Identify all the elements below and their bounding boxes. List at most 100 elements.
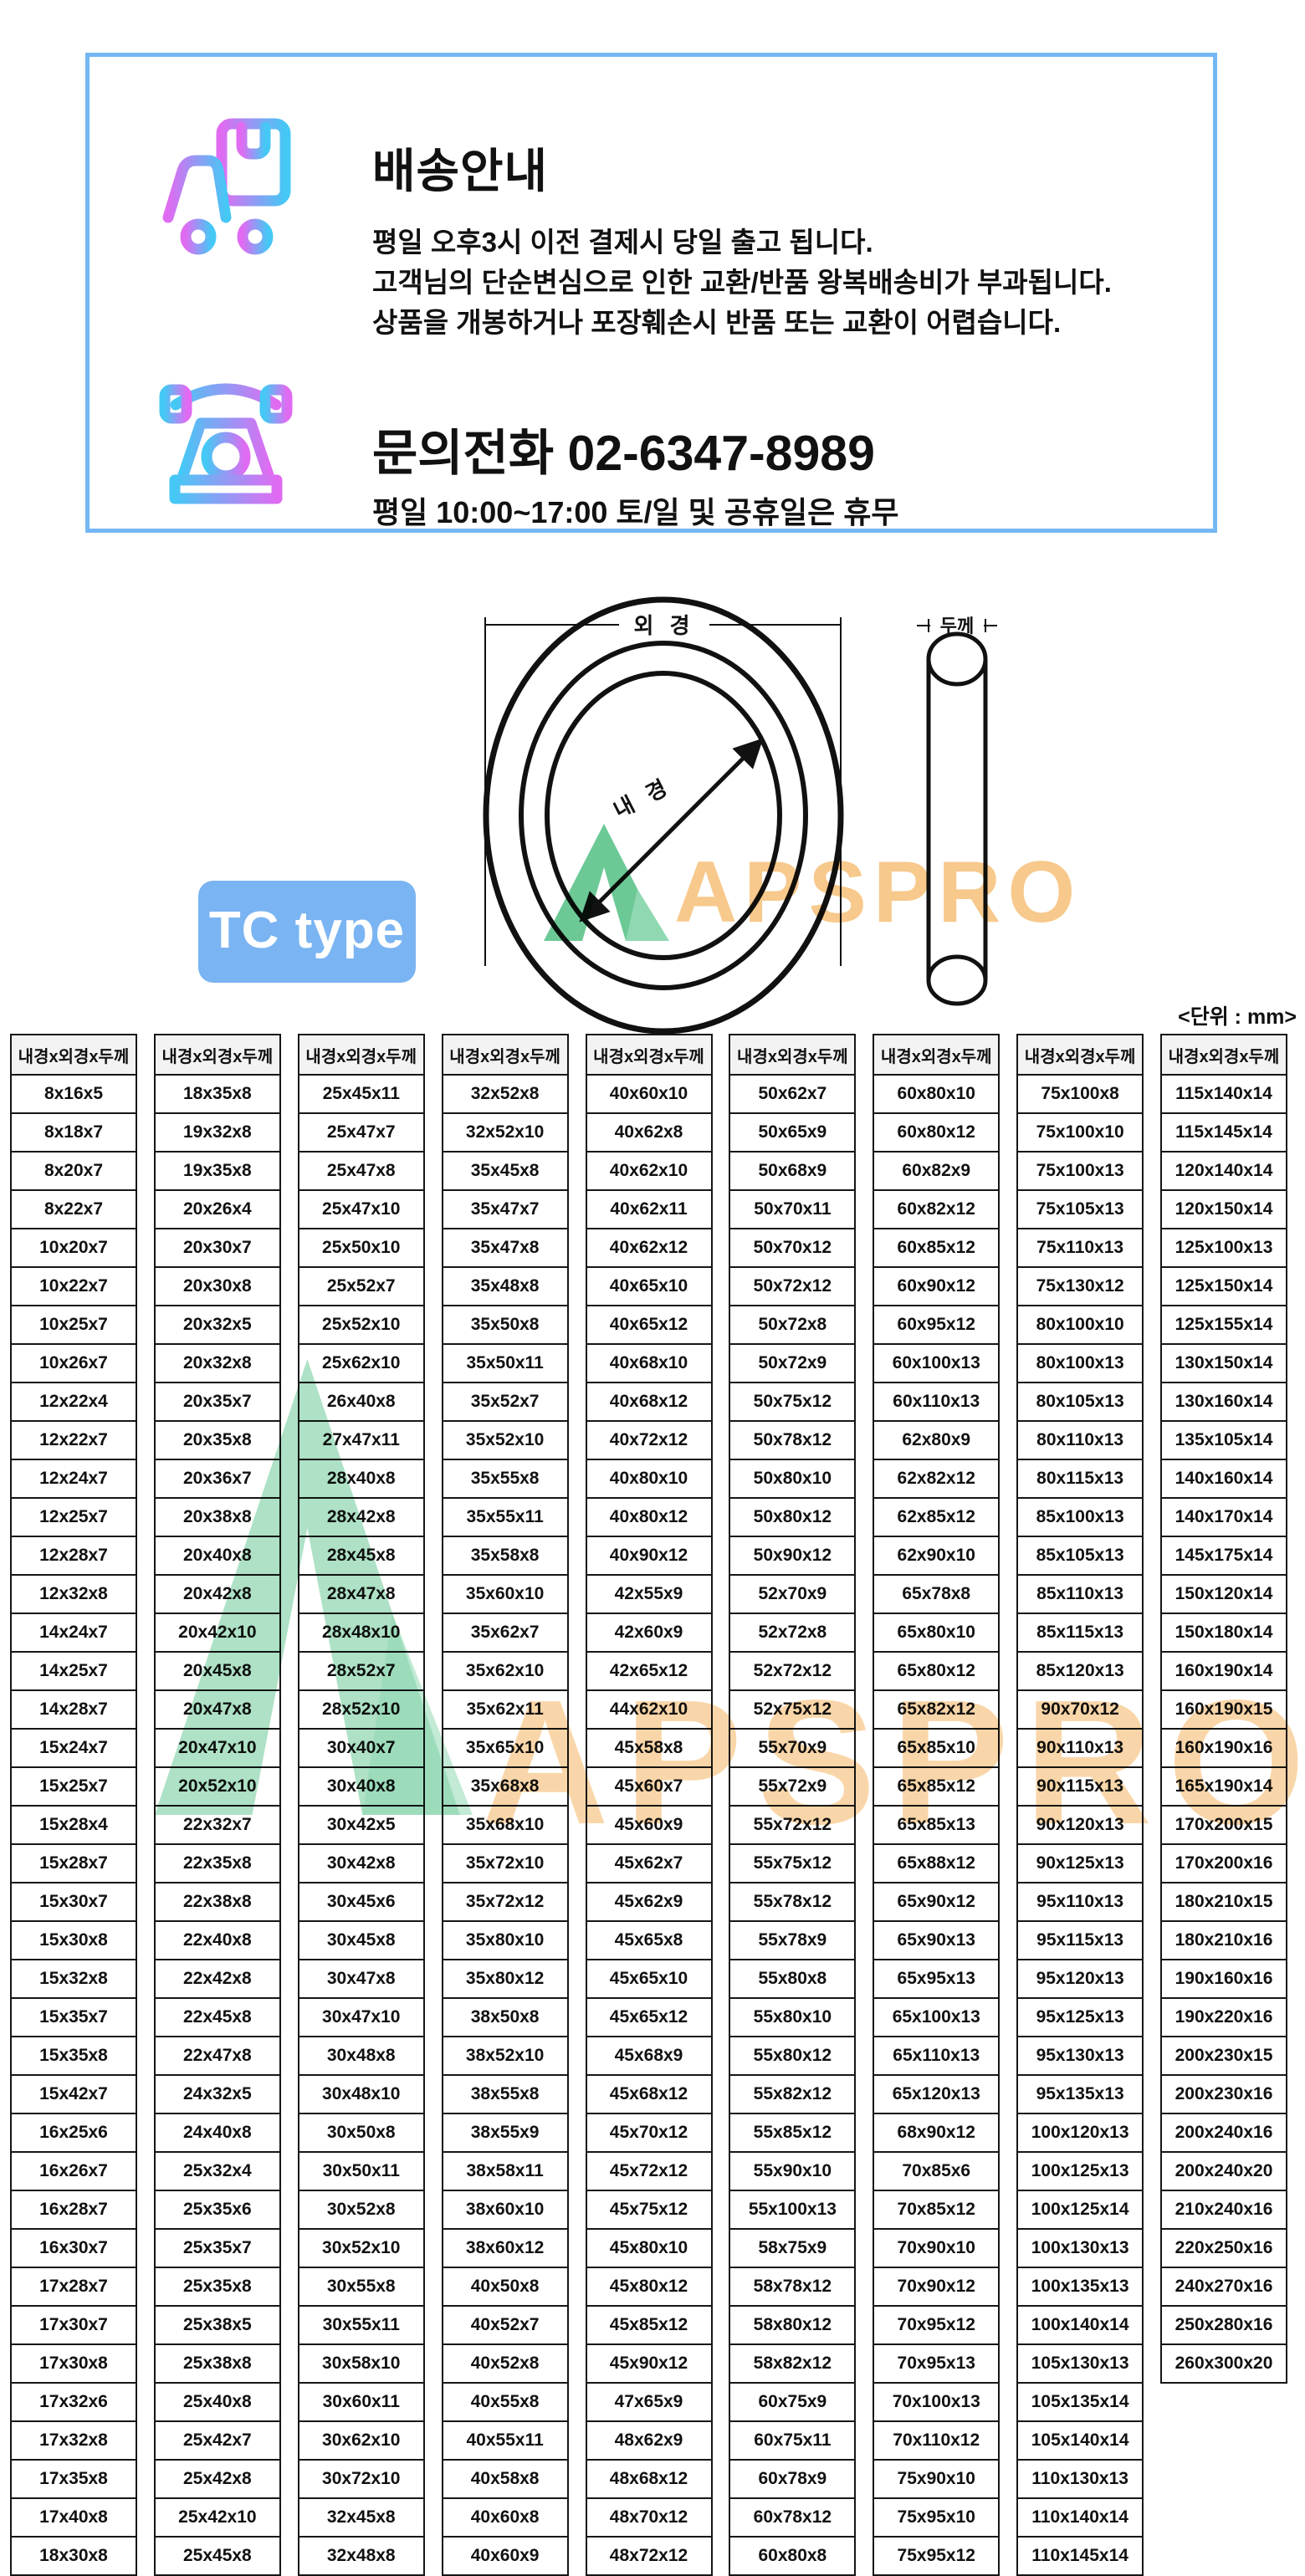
- size-cell: 180x210x15: [1160, 1882, 1287, 1922]
- size-cell: 35x50x8: [441, 1305, 569, 1345]
- size-cell: 125x100x13: [1160, 1228, 1287, 1268]
- size-cell: 200x230x16: [1160, 2074, 1287, 2114]
- size-cell: 75x130x12: [1016, 1266, 1144, 1306]
- size-cell: 110x140x14: [1016, 2497, 1144, 2538]
- size-cell: 55x72x12: [729, 1805, 857, 1845]
- size-cell: 55x80x12: [729, 2036, 857, 2076]
- size-cell: 55x100x13: [729, 2190, 857, 2230]
- size-cell: 62x82x12: [873, 1459, 1000, 1499]
- size-column-5: 내경x외경x두께 40x60x10 40x62x8 40x62x10 40x62x11 4…: [585, 1034, 713, 2576]
- size-cell: 30x47x10: [297, 1997, 425, 2037]
- size-cell: 35x52x10: [441, 1420, 569, 1460]
- size-cell: 200x230x15: [1160, 2036, 1287, 2076]
- size-cell: 70x95x13: [873, 2343, 1000, 2384]
- size-cell: 15x25x7: [10, 1766, 137, 1807]
- size-cell: 28x47x8: [297, 1574, 425, 1614]
- size-cell: 50x72x8: [729, 1305, 857, 1345]
- size-cell: 40x62x11: [585, 1189, 713, 1229]
- size-cell: 100x125x14: [1016, 2190, 1144, 2230]
- size-cell: 45x75x12: [585, 2190, 713, 2230]
- size-cell: 12x22x4: [10, 1382, 137, 1422]
- size-cell: 25x38x5: [153, 2305, 281, 2345]
- size-cell: 15x28x7: [10, 1843, 137, 1883]
- size-cell: 115x145x14: [1160, 1112, 1287, 1153]
- size-cell: 25x45x8: [153, 2536, 281, 2576]
- size-cell: 25x40x8: [153, 2382, 281, 2422]
- size-cell: 14x28x7: [10, 1689, 137, 1730]
- size-cell: 35x62x7: [441, 1613, 569, 1653]
- size-cell: 24x32x5: [153, 2074, 281, 2114]
- size-cell: 40x80x12: [585, 1497, 713, 1537]
- size-cell: 90x115x13: [1016, 1766, 1144, 1807]
- size-cell: 45x60x7: [585, 1766, 713, 1807]
- size-cell: 20x52x10: [153, 1766, 281, 1807]
- size-cell: 16x25x6: [10, 2113, 137, 2153]
- size-cell: 16x30x7: [10, 2228, 137, 2268]
- size-cell: 75x100x10: [1016, 1112, 1144, 1153]
- size-cell: 60x80x12: [873, 1112, 1000, 1153]
- size-cell: 50x72x12: [729, 1266, 857, 1306]
- size-cell: 105x135x14: [1016, 2382, 1144, 2422]
- column-header: 내경x외경x두께: [297, 1034, 425, 1076]
- size-cell: 40x68x12: [585, 1382, 713, 1422]
- size-cell: 8x16x5: [10, 1074, 137, 1114]
- size-column-8: 내경x외경x두께 75x100x8 75x100x10 75x100x13 75x105…: [1016, 1034, 1144, 2576]
- size-cell: 48x62x9: [585, 2420, 713, 2461]
- size-cell: 28x52x7: [297, 1651, 425, 1691]
- size-cell: 20x35x7: [153, 1382, 281, 1422]
- size-cell: 65x85x13: [873, 1805, 1000, 1845]
- size-cell: 115x140x14: [1160, 1074, 1287, 1114]
- size-column-7: 내경x외경x두께 60x80x10 60x80x12 60x82x9 60x82x12 6…: [873, 1034, 1000, 2576]
- size-cell: 22x38x8: [153, 1882, 281, 1922]
- size-cell: 30x55x8: [297, 2267, 425, 2307]
- size-cell: 95x135x13: [1016, 2074, 1144, 2114]
- size-cell: 32x45x8: [297, 2497, 425, 2538]
- size-cell: 40x60x9: [441, 2536, 569, 2576]
- size-cell: 220x250x16: [1160, 2228, 1287, 2268]
- size-cell: 15x35x8: [10, 2036, 137, 2076]
- size-cell: 35x55x11: [441, 1497, 569, 1537]
- phone-icon: [155, 356, 297, 515]
- size-cell: 35x50x11: [441, 1343, 569, 1383]
- size-cell: 27x47x11: [297, 1420, 425, 1460]
- size-cell: 60x78x12: [729, 2497, 857, 2538]
- size-cell: 22x47x8: [153, 2036, 281, 2076]
- size-cell: 90x120x13: [1016, 1805, 1144, 1845]
- size-cell: 40x72x12: [585, 1420, 713, 1460]
- size-cell: 160x190x16: [1160, 1728, 1287, 1768]
- column-header: 내경x외경x두께: [585, 1034, 713, 1076]
- size-cell: 60x100x13: [873, 1343, 1000, 1383]
- size-cell: 38x60x10: [441, 2190, 569, 2230]
- size-cell: 30x45x8: [297, 1920, 425, 1960]
- size-cell: 170x200x16: [1160, 1843, 1287, 1883]
- size-cell: 20x30x7: [153, 1228, 281, 1268]
- size-cell: 30x40x8: [297, 1766, 425, 1807]
- phone-title: 문의전화 02-6347-8989: [372, 426, 875, 481]
- seal-middle-ring: [519, 641, 808, 990]
- size-cell: 95x120x13: [1016, 1959, 1144, 1999]
- size-cell: 38x52x10: [441, 2036, 569, 2076]
- size-cell: 45x65x8: [585, 1920, 713, 1960]
- size-cell: 40x65x10: [585, 1266, 713, 1306]
- size-cell: 30x40x7: [297, 1728, 425, 1768]
- size-cell: 32x48x8: [297, 2536, 425, 2576]
- size-cell: 22x32x7: [153, 1805, 281, 1845]
- size-cell: 250x280x16: [1160, 2305, 1287, 2345]
- size-cell: 30x72x10: [297, 2459, 425, 2499]
- shipping-info-lines: 평일 오후3시 이전 결제시 당일 출고 됩니다. 고객님의 단순변심으로 인한…: [372, 222, 1112, 343]
- brand-watermark-text: APSPRO: [674, 844, 1082, 941]
- size-cell: 17x32x8: [10, 2420, 137, 2461]
- size-cell: 35x60x10: [441, 1574, 569, 1614]
- size-cell: 80x115x13: [1016, 1459, 1144, 1499]
- size-cell: 18x30x8: [10, 2536, 137, 2576]
- column-header: 내경x외경x두께: [10, 1034, 137, 1076]
- size-cell: 55x78x9: [729, 1920, 857, 1960]
- size-cell: 10x26x7: [10, 1343, 137, 1383]
- size-cell: 42x55x9: [585, 1574, 713, 1614]
- size-cell: 22x35x8: [153, 1843, 281, 1883]
- size-cell: 52x72x12: [729, 1651, 857, 1691]
- size-cell: 45x70x12: [585, 2113, 713, 2153]
- size-cell: 80x110x13: [1016, 1420, 1144, 1460]
- size-cell: 150x180x14: [1160, 1613, 1287, 1653]
- size-cell: 30x52x10: [297, 2228, 425, 2268]
